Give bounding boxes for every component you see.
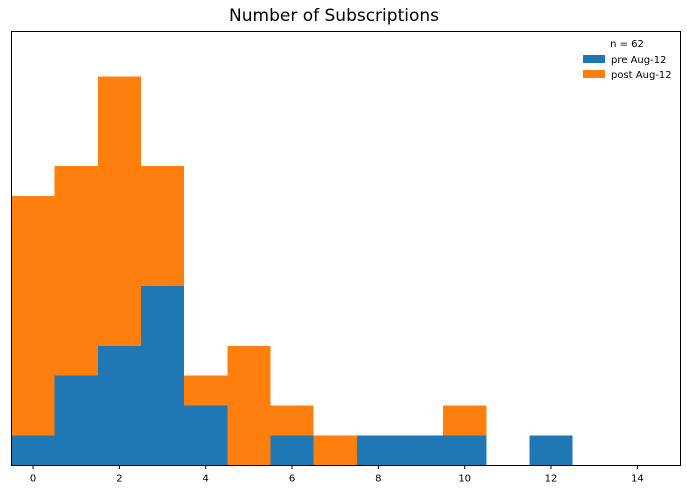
x-axis-ticks: 0 2 4 6 8 10 12 14: [30, 465, 644, 485]
chart-title: Number of Subscriptions: [229, 6, 439, 26]
x-tick-label-6: 6: [289, 474, 295, 485]
bar-series-0-x-6: [270, 435, 314, 466]
legend-swatch-1: [583, 70, 605, 78]
legend-label-0: pre Aug-12: [611, 55, 666, 66]
x-tick-label-4: 4: [203, 474, 209, 485]
bar-series-1-x-2: [97, 76, 141, 346]
bar-series-0-x-2: [97, 345, 141, 466]
x-tick-label-8: 8: [375, 474, 381, 485]
bar-series-1-x-7: [313, 435, 357, 466]
legend-swatch-0: [583, 55, 605, 63]
bar-series-1-x-3: [140, 166, 185, 286]
bar-series-1-x-10: [443, 405, 487, 436]
bar-series-0-x-0: [11, 435, 55, 466]
bar-series-0-x-10: [443, 435, 487, 466]
bar-series-1-x-1: [54, 166, 98, 376]
bar-series-0-x-12: [529, 435, 573, 466]
legend: n = 62 pre Aug-12 post Aug-12: [583, 39, 672, 81]
bar-series-0-x-8: [356, 435, 400, 466]
bar-series-1-x-6: [270, 405, 314, 436]
legend-entries: pre Aug-12 post Aug-12: [583, 55, 672, 81]
x-tick-label-10: 10: [458, 474, 471, 485]
legend-title: n = 62: [610, 39, 644, 50]
bars-layer: [11, 76, 573, 466]
bar-series-1-x-0: [11, 196, 55, 436]
x-tick-label-0: 0: [30, 474, 36, 485]
plot-frame: [11, 31, 681, 466]
x-tick-label-2: 2: [116, 474, 122, 485]
x-tick-label-14: 14: [631, 474, 644, 485]
bar-series-1-x-4: [184, 375, 228, 406]
bar-series-0-x-3: [140, 285, 185, 466]
bar-series-0-x-9: [399, 435, 444, 466]
bar-series-0-x-1: [54, 375, 98, 466]
bar-series-1-x-5: [227, 345, 271, 466]
legend-label-1: post Aug-12: [611, 70, 672, 81]
x-tick-label-12: 12: [545, 474, 558, 485]
bar-series-0-x-4: [184, 405, 228, 466]
